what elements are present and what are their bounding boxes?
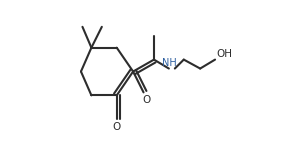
Text: O: O [143,95,151,105]
Text: O: O [113,122,121,132]
Text: NH: NH [162,58,176,68]
Text: OH: OH [217,49,233,59]
